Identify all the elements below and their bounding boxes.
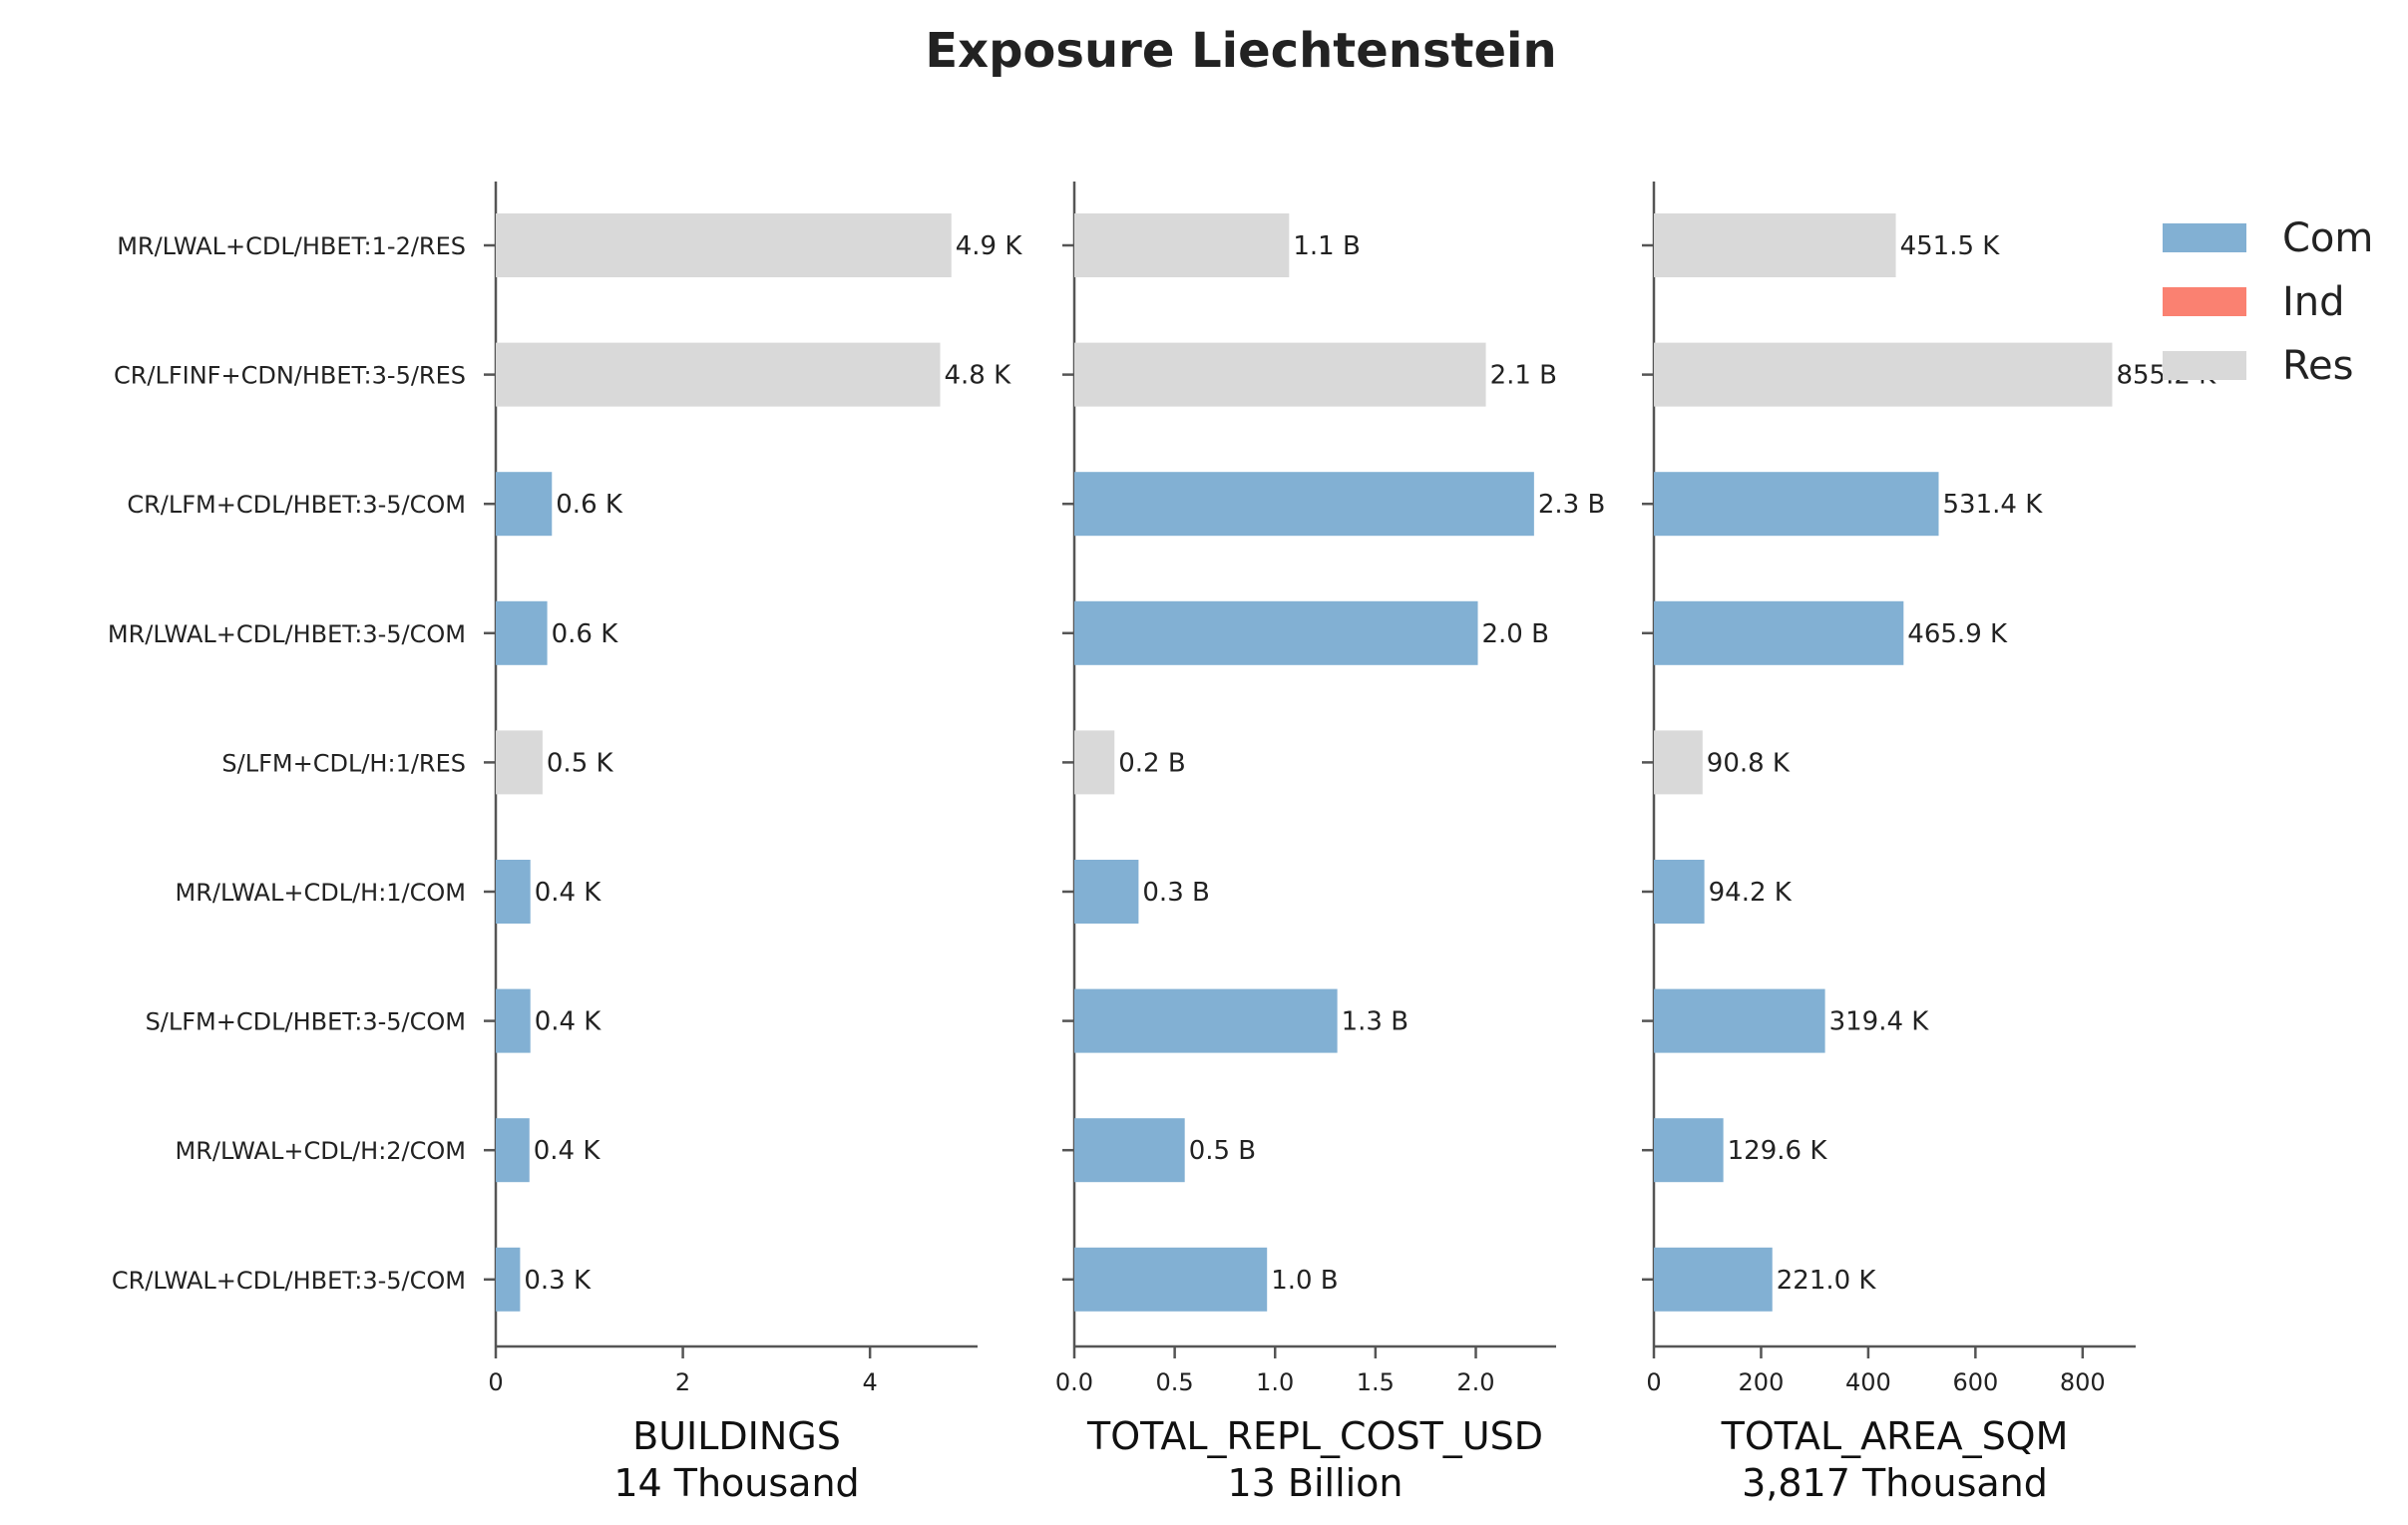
data-label: 1.0 B bbox=[1271, 1266, 1338, 1296]
data-label: 4.9 K bbox=[956, 231, 1023, 261]
category-label: MR/LWAL+CDL/H:1/COM bbox=[176, 879, 467, 907]
bar bbox=[1654, 342, 2113, 407]
x-tick-label: 0 bbox=[1646, 1368, 1661, 1396]
category-label: S/LFM+CDL/HBET:3-5/COM bbox=[146, 1008, 466, 1036]
x-axis-total: 13 Billion bbox=[1227, 1461, 1403, 1505]
legend-item-res: Res bbox=[2163, 343, 2353, 389]
data-label: 2.0 B bbox=[1482, 619, 1549, 649]
category-label: MR/LWAL+CDL/H:2/COM bbox=[176, 1137, 467, 1165]
bar bbox=[1074, 988, 1338, 1053]
data-label: 531.4 K bbox=[1943, 490, 2044, 520]
bar bbox=[1074, 342, 1486, 407]
data-label: 0.2 B bbox=[1118, 748, 1185, 778]
data-label: 129.6 K bbox=[1728, 1136, 1828, 1166]
x-tick-label: 1.5 bbox=[1357, 1368, 1395, 1396]
bar bbox=[1654, 600, 1904, 665]
x-tick-label: 800 bbox=[2060, 1368, 2106, 1396]
bar bbox=[1654, 213, 1896, 277]
x-tick-label: 200 bbox=[1739, 1368, 1785, 1396]
x-axis-total: 14 Thousand bbox=[613, 1461, 859, 1505]
legend-swatch bbox=[2163, 287, 2246, 316]
category-label: CR/LWAL+CDL/HBET:3-5/COM bbox=[112, 1267, 466, 1295]
x-axis-title: TOTAL_AREA_SQM bbox=[1721, 1414, 2069, 1458]
bar bbox=[1654, 1247, 1773, 1312]
bar bbox=[496, 1118, 530, 1183]
x-axis-title: BUILDINGS bbox=[632, 1414, 841, 1458]
data-label: 0.3 K bbox=[524, 1266, 592, 1296]
x-tick-label: 2.0 bbox=[1456, 1368, 1494, 1396]
data-label: 0.5 K bbox=[547, 748, 614, 778]
data-label: 319.4 K bbox=[1829, 1007, 1930, 1037]
chart-title: Exposure Liechtenstein bbox=[925, 23, 1556, 79]
x-tick-label: 4 bbox=[863, 1368, 878, 1396]
category-label: MR/LWAL+CDL/HBET:3-5/COM bbox=[108, 620, 466, 648]
data-label: 94.2 K bbox=[1709, 878, 1793, 908]
x-axis-total: 3,817 Thousand bbox=[1742, 1461, 2048, 1505]
legend-swatch bbox=[2163, 351, 2246, 380]
bar bbox=[496, 600, 548, 665]
bar bbox=[1074, 730, 1115, 795]
bar bbox=[1654, 860, 1705, 924]
legend-label: Com bbox=[2282, 215, 2373, 261]
data-label: 4.8 K bbox=[944, 361, 1011, 391]
bar bbox=[1074, 472, 1534, 537]
panel-buildings: MR/LWAL+CDL/HBET:1-2/RES 4.9 K CR/LFINF+CD… bbox=[108, 182, 1022, 1505]
data-label: 0.6 K bbox=[556, 490, 623, 520]
data-label: 90.8 K bbox=[1707, 748, 1791, 778]
data-label: 451.5 K bbox=[1900, 231, 2001, 261]
data-label: 221.0 K bbox=[1777, 1266, 1877, 1296]
legend-swatch bbox=[2163, 223, 2246, 252]
legend-label: Res bbox=[2282, 343, 2353, 389]
data-label: 0.3 B bbox=[1142, 878, 1209, 908]
bar bbox=[1074, 600, 1478, 665]
bar bbox=[496, 860, 531, 924]
bar bbox=[496, 1247, 521, 1312]
x-tick-label: 400 bbox=[1845, 1368, 1891, 1396]
bar bbox=[496, 730, 543, 795]
data-label: 0.4 K bbox=[534, 1136, 602, 1166]
category-label: CR/LFINF+CDN/HBET:3-5/RES bbox=[114, 362, 466, 390]
bar bbox=[1074, 1247, 1268, 1312]
bar bbox=[1654, 988, 1825, 1053]
data-label: 1.1 B bbox=[1293, 231, 1360, 261]
bar bbox=[1074, 1118, 1185, 1183]
chart-legend: Com Ind Res bbox=[2163, 215, 2373, 389]
category-label: CR/LFM+CDL/HBET:3-5/COM bbox=[127, 491, 466, 519]
data-label: 2.3 B bbox=[1538, 490, 1605, 520]
x-tick-label: 0.0 bbox=[1055, 1368, 1093, 1396]
category-label: S/LFM+CDL/H:1/RES bbox=[221, 749, 466, 777]
data-label: 0.4 K bbox=[535, 878, 602, 908]
category-label: MR/LWAL+CDL/HBET:1-2/RES bbox=[117, 232, 466, 260]
bar bbox=[496, 342, 941, 407]
bar bbox=[1074, 860, 1139, 924]
x-axis-title: TOTAL_REPL_COST_USD bbox=[1086, 1414, 1543, 1458]
legend-item-com: Com bbox=[2163, 215, 2373, 261]
x-tick-label: 600 bbox=[1952, 1368, 1998, 1396]
x-tick-label: 1.0 bbox=[1256, 1368, 1294, 1396]
data-label: 0.6 K bbox=[552, 619, 619, 649]
bar bbox=[1074, 213, 1290, 277]
bar bbox=[496, 472, 553, 537]
bar bbox=[1654, 730, 1703, 795]
data-label: 2.1 B bbox=[1490, 361, 1557, 391]
x-tick-label: 0 bbox=[488, 1368, 503, 1396]
data-label: 0.4 K bbox=[535, 1007, 602, 1037]
data-label: 465.9 K bbox=[1907, 619, 2008, 649]
legend-label: Ind bbox=[2282, 279, 2345, 325]
data-label: 1.3 B bbox=[1342, 1007, 1408, 1037]
legend-item-ind: Ind bbox=[2163, 279, 2345, 325]
chart-panels: MR/LWAL+CDL/HBET:1-2/RES 4.9 K CR/LFINF+CD… bbox=[108, 182, 2216, 1505]
x-tick-label: 0.5 bbox=[1156, 1368, 1194, 1396]
bar bbox=[1654, 1118, 1724, 1183]
bar bbox=[1654, 472, 1939, 537]
bar bbox=[496, 213, 952, 277]
data-label: 0.5 B bbox=[1189, 1136, 1256, 1166]
bar bbox=[496, 988, 531, 1053]
x-tick-label: 2 bbox=[675, 1368, 690, 1396]
panel-total-repl-cost-usd: 1.1 B 2.1 B 2.3 B 2.0 B 0.2 B 0.3 B 1.3 B 0.5 B… bbox=[1055, 182, 1605, 1505]
